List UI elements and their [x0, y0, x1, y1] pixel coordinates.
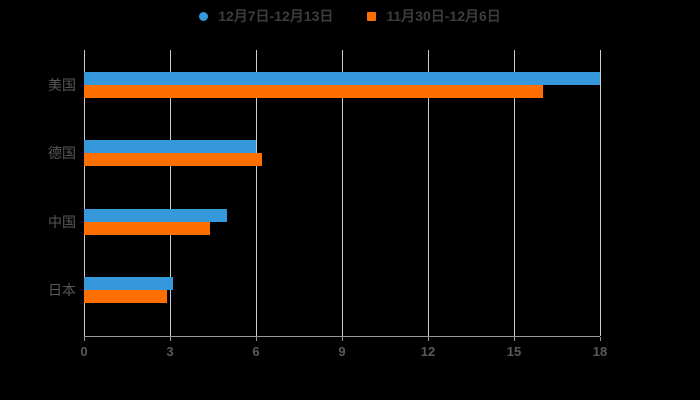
legend-label-series1: 12月7日-12月13日 [218, 8, 334, 24]
x-axis-tick [342, 337, 343, 341]
x-axis-tick-label: 15 [506, 344, 522, 359]
x-axis-tick-label: 6 [252, 344, 260, 359]
legend-marker-circle-icon [199, 11, 209, 21]
legend: 12月7日-12月13日 11月30日-12月6日 [0, 6, 700, 26]
legend-item-series1[interactable]: 12月7日-12月13日 [199, 6, 333, 26]
x-axis-tick [256, 337, 257, 341]
y-axis-category-label: 中国 [48, 213, 76, 230]
x-axis-tick [84, 337, 85, 341]
y-axis-category-label: 美国 [48, 77, 76, 93]
legend-marker-square-icon [367, 11, 377, 21]
gridline-x12 [428, 50, 429, 336]
y-axis-category-label: 日本 [48, 281, 76, 298]
bar-series1-日本 [84, 276, 173, 290]
y-axis-category-label: 德国 [48, 145, 76, 162]
bar-series2-德国 [84, 153, 262, 167]
bar-series2-美国 [84, 85, 543, 98]
legend-item-series2[interactable]: 11月30日-12月6日 [367, 6, 501, 26]
legend-label-series2: 11月30日-12月6日 [386, 8, 501, 24]
bar-series1-德国 [84, 140, 256, 154]
x-axis-tick-label: 18 [592, 344, 608, 359]
gridline-x6 [256, 50, 257, 336]
x-axis-line [84, 336, 600, 337]
bar-series2-中国 [84, 221, 211, 235]
bar-series1-美国 [84, 72, 600, 85]
x-axis-tick [428, 337, 429, 341]
gridline-x15 [514, 50, 515, 336]
gridline-x0 [84, 50, 85, 336]
gridline-x18 [600, 50, 601, 336]
x-axis-tick [600, 337, 601, 341]
gridline-x3 [170, 50, 171, 336]
gridline-x9 [342, 50, 343, 336]
x-axis-tick [514, 337, 515, 341]
x-axis-tick-label: 12 [420, 344, 436, 359]
x-axis-tick-label: 0 [80, 344, 88, 359]
x-axis-tick [170, 337, 171, 341]
bar-series1-中国 [84, 208, 228, 222]
x-axis-tick-label: 9 [338, 344, 346, 359]
x-axis-tick-label: 3 [166, 344, 174, 359]
bar-series2-日本 [84, 289, 168, 303]
